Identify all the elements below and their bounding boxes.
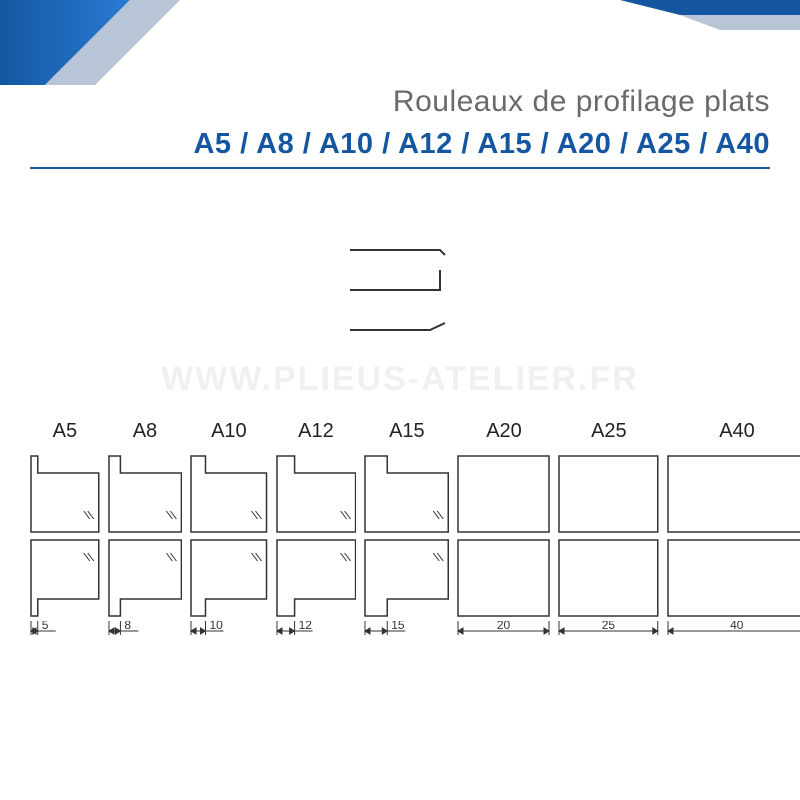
dimension: 20 [457, 621, 550, 645]
dimension-line: 12 [276, 621, 357, 645]
dimension-line: 5 [30, 621, 100, 645]
roller-label: A5 [53, 420, 77, 443]
roller-profile [364, 539, 449, 617]
roller-column: A20 20 [457, 420, 550, 645]
roller-pair [364, 455, 449, 617]
roller-profile [190, 539, 268, 617]
model-list: A5 / A8 / A10 / A12 / A15 / A20 / A25 / … [30, 128, 770, 169]
roller-profile [364, 455, 449, 533]
svg-text:5: 5 [42, 621, 49, 632]
roller-profile [558, 455, 659, 533]
svg-text:15: 15 [391, 621, 405, 632]
roller-label: A8 [133, 420, 157, 443]
roller-pair [190, 455, 268, 617]
roller-column: A8 8 [108, 420, 182, 645]
header-decoration [0, 0, 800, 85]
dimension-line: 15 [364, 621, 449, 645]
roller-pair [276, 455, 357, 617]
roller-column: A12 12 [276, 420, 357, 645]
rollers-container: A5 5 A8 [30, 420, 770, 645]
roller-profile [30, 539, 100, 617]
roller-profile [667, 455, 800, 533]
roller-column: A40 40 [667, 420, 800, 645]
svg-text:10: 10 [210, 621, 224, 632]
roller-profile [667, 539, 800, 617]
roller-label: A12 [298, 420, 334, 443]
watermark: WWW.PLIEUS-ATELIER.FR [161, 360, 639, 399]
dimension: 12 [276, 621, 357, 645]
center-profile-icons [330, 235, 470, 345]
roller-profile [276, 539, 357, 617]
dimension-line: 10 [190, 621, 268, 645]
dimension-line: 25 [558, 621, 659, 645]
roller-pair [457, 455, 550, 617]
roller-column: A15 15 [364, 420, 449, 645]
dimension-line: 40 [667, 621, 800, 645]
svg-text:8: 8 [124, 621, 131, 632]
roller-profile [457, 455, 550, 533]
roller-profile [276, 455, 357, 533]
dimension-line: 8 [108, 621, 182, 645]
dimension: 5 [30, 621, 100, 645]
roller-pair [30, 455, 100, 617]
dimension: 25 [558, 621, 659, 645]
roller-profile [108, 455, 182, 533]
roller-column: A5 5 [30, 420, 100, 645]
roller-pair [667, 455, 800, 617]
svg-text:40: 40 [730, 621, 744, 632]
roller-label: A15 [389, 420, 425, 443]
svg-text:20: 20 [497, 621, 511, 632]
dimension: 10 [190, 621, 268, 645]
roller-pair [108, 455, 182, 617]
roller-label: A10 [211, 420, 247, 443]
dimension: 15 [364, 621, 449, 645]
dimension-line: 20 [457, 621, 550, 645]
svg-text:25: 25 [602, 621, 616, 632]
dimension: 8 [108, 621, 182, 645]
subtitle: Rouleaux de profilage plats [393, 85, 770, 119]
roller-profile [108, 539, 182, 617]
roller-column: A25 25 [558, 420, 659, 645]
roller-profile [190, 455, 268, 533]
roller-label: A25 [591, 420, 627, 443]
dimension: 40 [667, 621, 800, 645]
roller-label: A40 [719, 420, 755, 443]
roller-profile [30, 455, 100, 533]
roller-profile [558, 539, 659, 617]
roller-column: A10 10 [190, 420, 268, 645]
svg-text:12: 12 [298, 621, 312, 632]
roller-label: A20 [486, 420, 522, 443]
roller-profile [457, 539, 550, 617]
roller-pair [558, 455, 659, 617]
